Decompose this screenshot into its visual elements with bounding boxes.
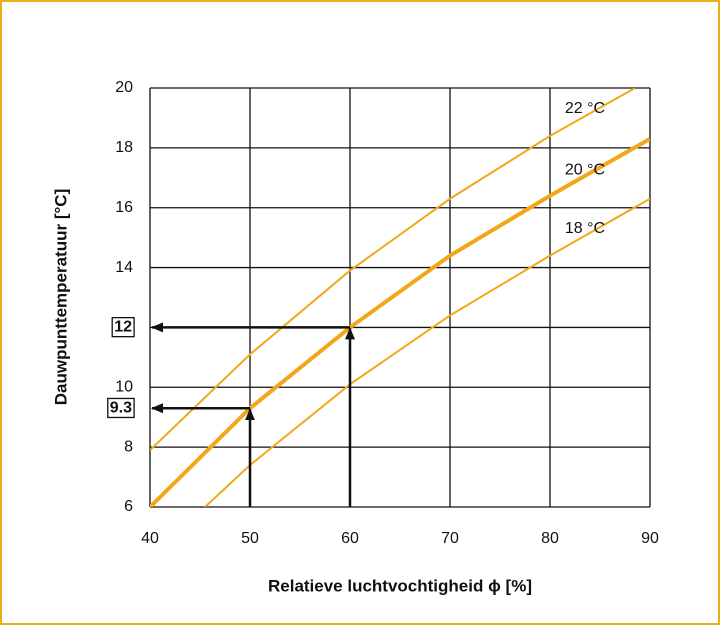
marker-label: 12 <box>114 319 132 336</box>
y-tick-label: 6 <box>124 498 133 515</box>
y-tick-label: 10 <box>115 379 133 396</box>
x-tick-label: 80 <box>541 530 559 547</box>
y-tick-label: 16 <box>115 199 133 216</box>
curves <box>150 88 650 507</box>
y-tick-label: 14 <box>115 259 133 276</box>
curve-label: 20 °C <box>565 162 605 179</box>
x-tick-label: 70 <box>441 530 459 547</box>
x-tick-label: 50 <box>241 530 259 547</box>
y-axis-title: Dauwpunttemperatuur [°C] <box>51 189 70 405</box>
curve <box>150 88 636 451</box>
y-tick-label: 8 <box>124 438 133 455</box>
x-tick-label: 40 <box>141 530 159 547</box>
x-tick-label: 90 <box>641 530 659 547</box>
x-tick-label: 60 <box>341 530 359 547</box>
y-tick-label: 20 <box>115 79 133 96</box>
marker-label-box <box>111 316 135 338</box>
curve-label: 22 °C <box>565 100 605 117</box>
y-tick-label: 18 <box>115 139 133 156</box>
marker-label-box <box>107 397 135 419</box>
curve-label: 18 °C <box>565 220 605 237</box>
marker-label: 9.3 <box>110 399 132 416</box>
curve <box>150 137 650 507</box>
x-axis-title: Relatieve luchtvochtigheid ϕ [%] <box>268 576 532 595</box>
curve <box>204 197 650 507</box>
